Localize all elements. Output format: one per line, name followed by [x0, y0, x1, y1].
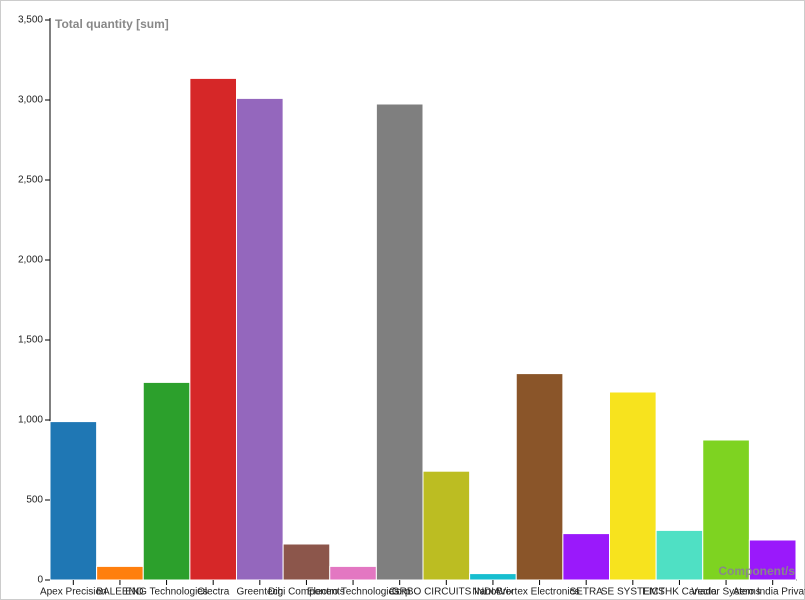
bar	[236, 97, 284, 581]
x-tick-label: Olectra	[197, 587, 230, 598]
x-tick-label: Apex Precision	[40, 587, 107, 598]
y-tick-label: 1,000	[18, 415, 43, 426]
x-tick-label: Vector Systems	[691, 587, 760, 598]
x-tick-label: Greentech	[236, 587, 283, 598]
bar	[469, 573, 517, 581]
bar	[49, 421, 98, 581]
bar	[562, 533, 610, 581]
bar	[748, 539, 797, 581]
y-tick-label: 0	[37, 575, 43, 586]
bar	[375, 103, 424, 581]
y-tick-label: 3,500	[18, 15, 43, 26]
x-tick-label: Electro Technologies	[307, 587, 399, 598]
bar	[189, 77, 237, 581]
y-tick-label: 2,000	[18, 255, 43, 266]
bar	[655, 529, 704, 581]
x-tick-label: Digi Components	[268, 587, 345, 598]
x-tick-label: Vertex Electronics	[500, 587, 580, 598]
x-tick-label: SE SYSTEMS	[601, 587, 665, 598]
y-tick-label: 3,000	[18, 95, 43, 106]
bar	[702, 439, 750, 581]
x-axis-title: Component/s	[718, 564, 795, 578]
bar	[329, 565, 377, 581]
y-tick-label: 1,500	[18, 335, 43, 346]
x-tick-label: BALEENO	[96, 587, 143, 598]
bar	[142, 381, 191, 581]
x-tick-label: SETRA	[570, 587, 604, 598]
x-tick-label: ENG Technologies	[125, 587, 208, 598]
y-axis-title: Total quantity [sum]	[55, 17, 169, 31]
x-tick-label: EICTHK Canada	[642, 587, 717, 598]
x-tick-label: NanoBrix	[472, 587, 513, 598]
x-tick-label: Aero India Private	[733, 587, 805, 598]
bar	[422, 470, 471, 581]
x-tick-label: GRBO CIRCUITS INDIA	[392, 587, 501, 598]
bar	[515, 373, 564, 581]
y-tick-label: 500	[26, 495, 43, 506]
bar	[609, 391, 657, 581]
x-tick-label: Corp	[389, 587, 411, 598]
bar	[282, 543, 331, 581]
y-tick-label: 2,500	[18, 175, 43, 186]
bar	[96, 565, 144, 581]
